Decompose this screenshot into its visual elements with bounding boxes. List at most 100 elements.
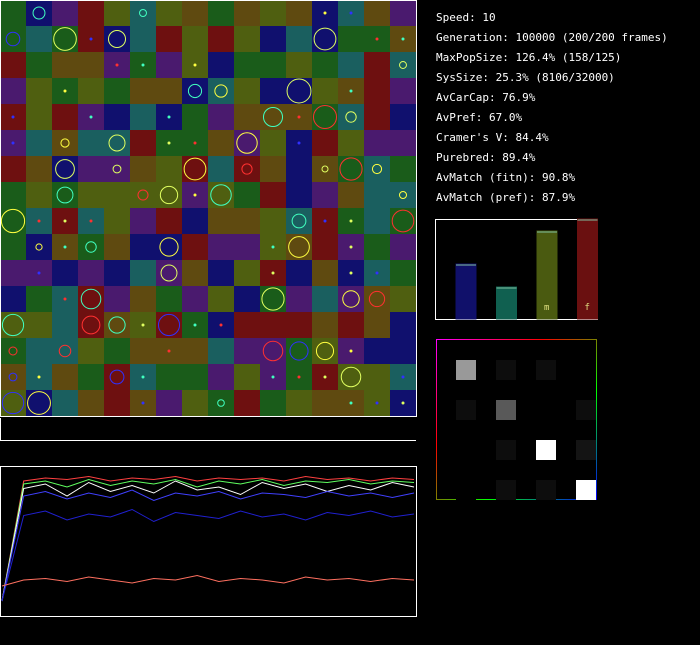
cell — [52, 260, 78, 286]
creature — [37, 271, 41, 275]
creature — [8, 372, 18, 382]
creature — [349, 89, 353, 93]
cell — [156, 26, 182, 52]
cell — [104, 0, 130, 26]
creature — [11, 115, 15, 119]
cell — [286, 390, 312, 416]
cell — [156, 364, 182, 390]
creature — [262, 340, 284, 362]
creature — [297, 375, 301, 379]
matrix-cell — [496, 480, 516, 500]
cell — [338, 104, 364, 130]
cell — [78, 78, 104, 104]
cell — [52, 104, 78, 130]
matrix-cell — [496, 400, 516, 420]
creature — [141, 63, 145, 67]
creature — [183, 157, 207, 181]
matrix-cell — [536, 440, 556, 460]
cell — [0, 390, 26, 416]
cell — [234, 390, 260, 416]
cell — [260, 104, 286, 130]
creature — [312, 104, 338, 130]
matrix-cell — [536, 400, 556, 420]
cell — [364, 156, 390, 182]
cell — [104, 234, 130, 260]
creature — [60, 138, 70, 148]
cell — [156, 156, 182, 182]
cell — [130, 78, 156, 104]
creature — [349, 219, 353, 223]
creature — [80, 288, 102, 310]
cell — [52, 390, 78, 416]
creature — [1, 391, 25, 415]
stat: Purebred: 89.4% — [436, 151, 536, 164]
cell — [390, 130, 416, 156]
creature — [167, 115, 171, 119]
cell — [78, 260, 104, 286]
creature — [35, 243, 43, 251]
cell — [0, 234, 26, 260]
cell — [234, 312, 260, 338]
cell — [312, 338, 338, 364]
cell — [208, 390, 234, 416]
cell — [260, 182, 286, 208]
creature — [193, 141, 197, 145]
creature — [187, 83, 203, 99]
creature — [323, 375, 327, 379]
cell — [208, 156, 234, 182]
cell — [104, 364, 130, 390]
cell — [104, 130, 130, 156]
cell — [338, 26, 364, 52]
cell — [26, 286, 52, 312]
creature — [214, 84, 228, 98]
cell — [26, 130, 52, 156]
history-border — [0, 466, 417, 617]
cell — [208, 52, 234, 78]
cell — [26, 0, 52, 26]
cell — [338, 182, 364, 208]
creature — [89, 115, 93, 119]
cell — [390, 156, 416, 182]
cell — [390, 338, 416, 364]
creature — [11, 141, 15, 145]
cell — [130, 26, 156, 52]
creature — [108, 134, 126, 152]
cell — [208, 338, 234, 364]
cell — [312, 182, 338, 208]
cell — [390, 182, 416, 208]
matrix-cell — [456, 440, 476, 460]
cell — [0, 52, 26, 78]
matrix-cell — [536, 360, 556, 380]
cell — [26, 156, 52, 182]
cell — [0, 286, 26, 312]
cell — [130, 104, 156, 130]
creature — [288, 236, 310, 258]
creature — [339, 157, 363, 181]
cell — [390, 78, 416, 104]
cell — [0, 156, 26, 182]
cell — [260, 208, 286, 234]
cell — [208, 234, 234, 260]
creature — [55, 159, 75, 179]
cell — [390, 286, 416, 312]
creature — [63, 219, 67, 223]
creature — [313, 27, 337, 51]
cell — [312, 260, 338, 286]
creature — [0, 208, 26, 234]
stat: Cramer's V: 84.4% — [436, 131, 549, 144]
cell — [78, 286, 104, 312]
cell — [338, 156, 364, 182]
creature — [219, 323, 223, 327]
cell — [260, 286, 286, 312]
creature — [137, 189, 149, 201]
cell — [78, 156, 104, 182]
matrix-cell — [576, 400, 596, 420]
cell — [364, 0, 390, 26]
cell — [104, 338, 130, 364]
cell — [364, 52, 390, 78]
matrix-cell — [576, 360, 596, 380]
cell — [182, 286, 208, 312]
cell — [130, 130, 156, 156]
cell — [104, 312, 130, 338]
creature — [115, 63, 119, 67]
